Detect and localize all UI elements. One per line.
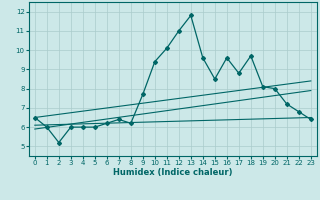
X-axis label: Humidex (Indice chaleur): Humidex (Indice chaleur) <box>113 168 233 177</box>
